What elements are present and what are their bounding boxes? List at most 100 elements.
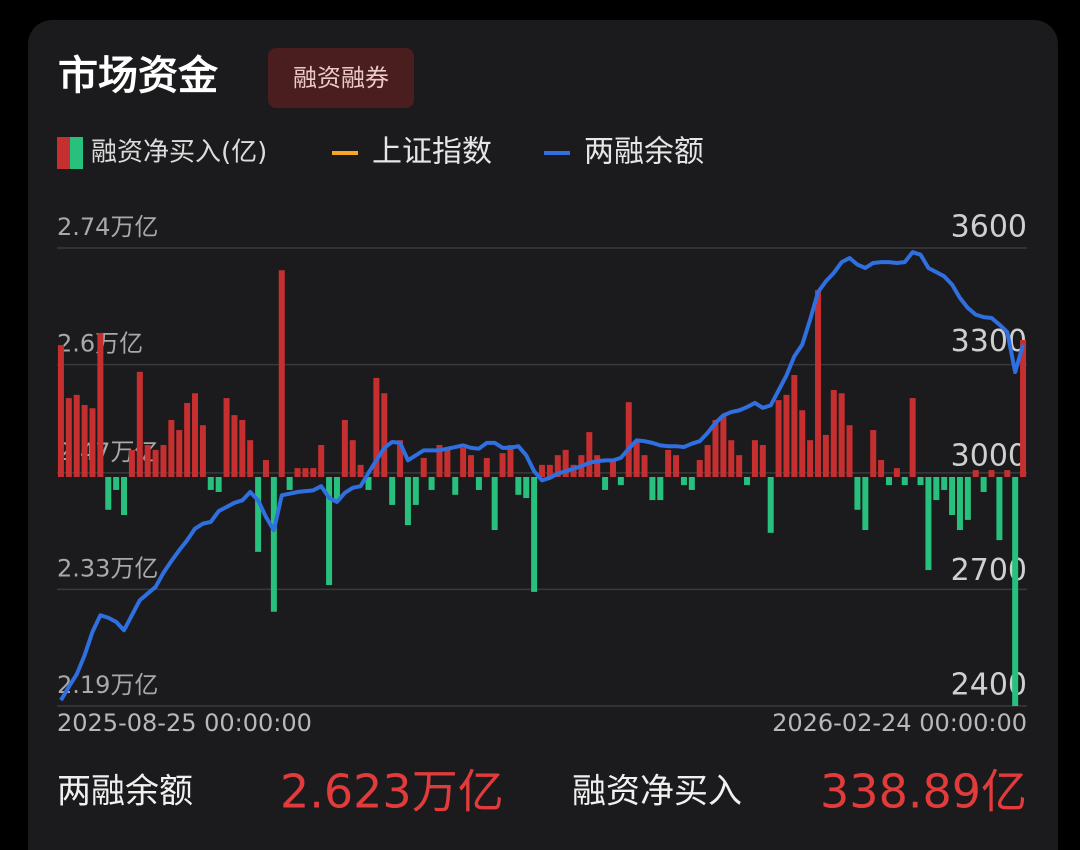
balance-value: 2.623万亿 [280, 765, 504, 819]
bar [917, 477, 924, 486]
bar [121, 477, 128, 516]
tab-button[interactable]: 融资融券 [268, 48, 414, 108]
bar [570, 464, 577, 477]
bar [436, 445, 443, 477]
bar [105, 477, 112, 510]
bar [846, 425, 853, 477]
bar [822, 434, 829, 477]
bar [65, 398, 72, 477]
bar [720, 415, 727, 477]
bar [594, 455, 601, 477]
bar [326, 477, 333, 586]
bar [775, 400, 782, 477]
bar [302, 468, 309, 477]
bar [73, 394, 80, 477]
bar [933, 477, 940, 501]
bar [751, 440, 758, 477]
bar [1012, 477, 1019, 706]
bar [460, 447, 467, 477]
bar [870, 430, 877, 477]
net-label: 融资净买入 [572, 772, 742, 812]
bar [925, 477, 932, 571]
bar [389, 477, 396, 505]
bar [333, 477, 340, 501]
bar [712, 419, 719, 477]
bar [176, 430, 183, 477]
bar [231, 415, 238, 477]
bar [799, 410, 806, 477]
bar [239, 419, 246, 477]
bar [964, 477, 971, 520]
bar [862, 477, 869, 531]
bar [1004, 470, 1011, 477]
bar [57, 345, 64, 477]
bar [562, 449, 569, 477]
bar [349, 440, 356, 477]
legend-swatch [57, 137, 70, 169]
bar [247, 440, 254, 477]
net-value: 338.89亿 [820, 765, 1027, 819]
bar [854, 477, 861, 510]
bar [956, 477, 963, 531]
bar [878, 460, 885, 477]
bar [1020, 339, 1027, 477]
bar [609, 460, 616, 477]
bar [475, 477, 482, 490]
bar [680, 477, 687, 486]
bar [199, 425, 206, 477]
legend-label: 上证指数 [372, 135, 492, 170]
y2-tick-label: 3000 [951, 439, 1027, 474]
bar [546, 464, 553, 477]
bar [625, 402, 632, 477]
bar [215, 477, 222, 492]
bar [688, 477, 695, 490]
y-tick-label: 2.47万亿 [57, 438, 158, 466]
bar [641, 455, 648, 477]
bar [294, 468, 301, 477]
bar [365, 477, 372, 490]
bar [341, 419, 348, 477]
bar [838, 393, 845, 477]
bar [255, 477, 262, 552]
bar [807, 440, 814, 477]
bar [381, 393, 388, 477]
bar [286, 477, 293, 490]
bar [728, 440, 735, 477]
bar [515, 477, 522, 495]
bar [483, 457, 490, 477]
bar [893, 468, 900, 477]
tab-button-bg[interactable] [268, 48, 414, 108]
bar [89, 408, 96, 477]
bar [996, 477, 1003, 541]
bar [759, 445, 766, 477]
card [28, 20, 1058, 850]
bar [468, 455, 475, 477]
bar [617, 477, 624, 486]
bar [815, 290, 822, 477]
y2-tick-label: 3300 [951, 324, 1027, 359]
bar [657, 477, 664, 501]
bar [523, 477, 530, 499]
bar [586, 432, 593, 477]
tab-button-label[interactable]: 融资融券 [293, 64, 389, 92]
bar [539, 464, 545, 477]
bar [507, 445, 514, 477]
bar [160, 445, 167, 477]
bar [144, 445, 151, 477]
bar [152, 449, 159, 477]
title: 市场资金 [58, 53, 219, 99]
bar [373, 377, 380, 477]
bar [980, 477, 987, 492]
bar [665, 449, 672, 477]
line [59, 250, 1025, 702]
bar [113, 477, 120, 490]
bar [909, 398, 916, 477]
bar [531, 477, 538, 592]
bar [278, 270, 285, 477]
bar [81, 404, 88, 477]
bar [499, 453, 506, 477]
y-tick-label: 2.74万亿 [57, 213, 158, 241]
bar [767, 477, 774, 533]
